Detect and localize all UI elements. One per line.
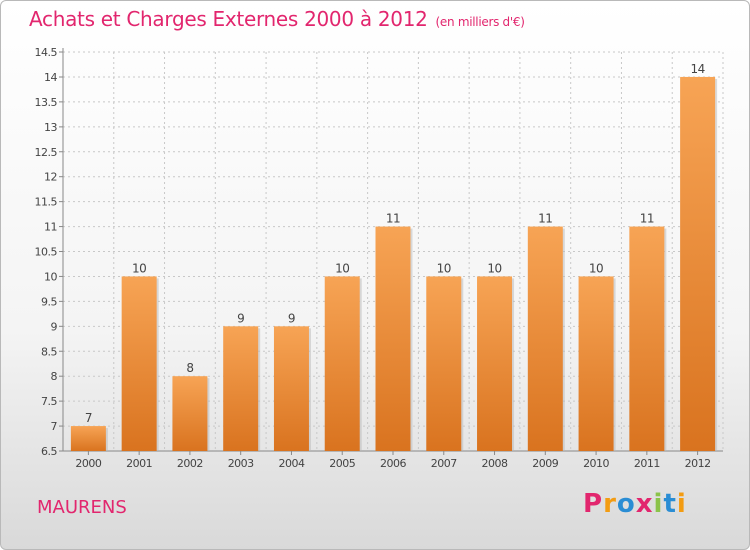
x-tick-label: 2002	[177, 457, 203, 470]
x-tick-label: 2008	[482, 457, 508, 470]
brand-letter: t	[663, 489, 677, 519]
y-tick-label: 7	[51, 420, 58, 433]
bar	[426, 276, 462, 451]
bar	[527, 226, 563, 451]
y-tick-label: 9	[51, 320, 58, 333]
data-label: 9	[288, 311, 295, 325]
data-label: 11	[386, 212, 400, 226]
y-tick-label: 9.5	[41, 295, 57, 308]
bar	[375, 226, 411, 451]
y-tick-label: 8	[51, 370, 58, 383]
data-label: 7	[85, 411, 92, 425]
x-tick-label: 2004	[278, 457, 304, 470]
y-tick-label: 12	[44, 171, 57, 184]
x-tick-label: 2007	[431, 457, 457, 470]
y-tick-label: 10.5	[35, 246, 58, 259]
y-tick-label: 6.5	[41, 445, 57, 458]
bar	[324, 276, 360, 451]
y-tick-label: 13.5	[35, 96, 58, 109]
bar	[477, 276, 513, 451]
title-text: Achats et Charges Externes 2000 à 2012	[29, 7, 428, 31]
y-tick-label: 8.5	[41, 345, 57, 358]
bar	[273, 326, 309, 451]
y-tick-label: 13	[44, 121, 57, 134]
x-tick-label: 2003	[228, 457, 254, 470]
city-name: MAURENS	[37, 497, 127, 518]
brand-letter: P	[583, 489, 604, 519]
data-label: 11	[640, 212, 654, 226]
data-label: 10	[132, 261, 146, 275]
x-tick-label: 2006	[380, 457, 406, 470]
data-label: 10	[589, 261, 603, 275]
bar	[223, 326, 259, 451]
y-tick-label: 14.5	[35, 46, 58, 59]
data-label: 9	[237, 311, 244, 325]
x-tick-label: 2000	[75, 457, 101, 470]
x-tick-label: 2001	[126, 457, 152, 470]
bars	[70, 76, 718, 451]
brand-letter: o	[616, 489, 636, 519]
y-tick-label: 7.5	[41, 395, 57, 408]
x-tick-label: 2005	[329, 457, 355, 470]
bar	[172, 376, 208, 451]
bar	[680, 76, 716, 451]
x-tick-label: 2012	[685, 457, 711, 470]
brand-letter: x	[635, 489, 654, 519]
y-tick-label: 11	[44, 221, 57, 234]
data-label: 10	[487, 261, 501, 275]
bar	[629, 226, 665, 451]
x-tick-label: 2010	[583, 457, 609, 470]
data-label: 8	[186, 361, 193, 375]
data-label: 10	[335, 261, 349, 275]
y-tick-label: 10	[44, 270, 57, 283]
y-tick-label: 11.5	[35, 196, 58, 209]
data-label: 14	[690, 62, 704, 76]
labels: 7 2000 10 2001 8 2002 9 2003 9 2004 10 2005 11 2006 10…	[75, 62, 711, 470]
bar	[121, 276, 157, 451]
title-unit: (en milliers d'€)	[435, 15, 525, 29]
brand-letter: i	[676, 489, 687, 519]
x-tick-label: 2009	[532, 457, 558, 470]
y-tick-label: 12.5	[35, 146, 58, 159]
chart-title: Achats et Charges Externes 2000 à 2012 (e…	[29, 7, 525, 31]
data-label: 10	[437, 261, 451, 275]
x-tick-label: 2011	[634, 457, 660, 470]
data-label: 11	[538, 212, 552, 226]
brand-letter: i	[653, 489, 664, 519]
brand-letter: r	[603, 489, 617, 519]
y-tick-label: 14	[44, 71, 57, 84]
bar	[70, 426, 106, 451]
brand-logo: Proxiti	[583, 489, 687, 519]
bar	[578, 276, 614, 451]
